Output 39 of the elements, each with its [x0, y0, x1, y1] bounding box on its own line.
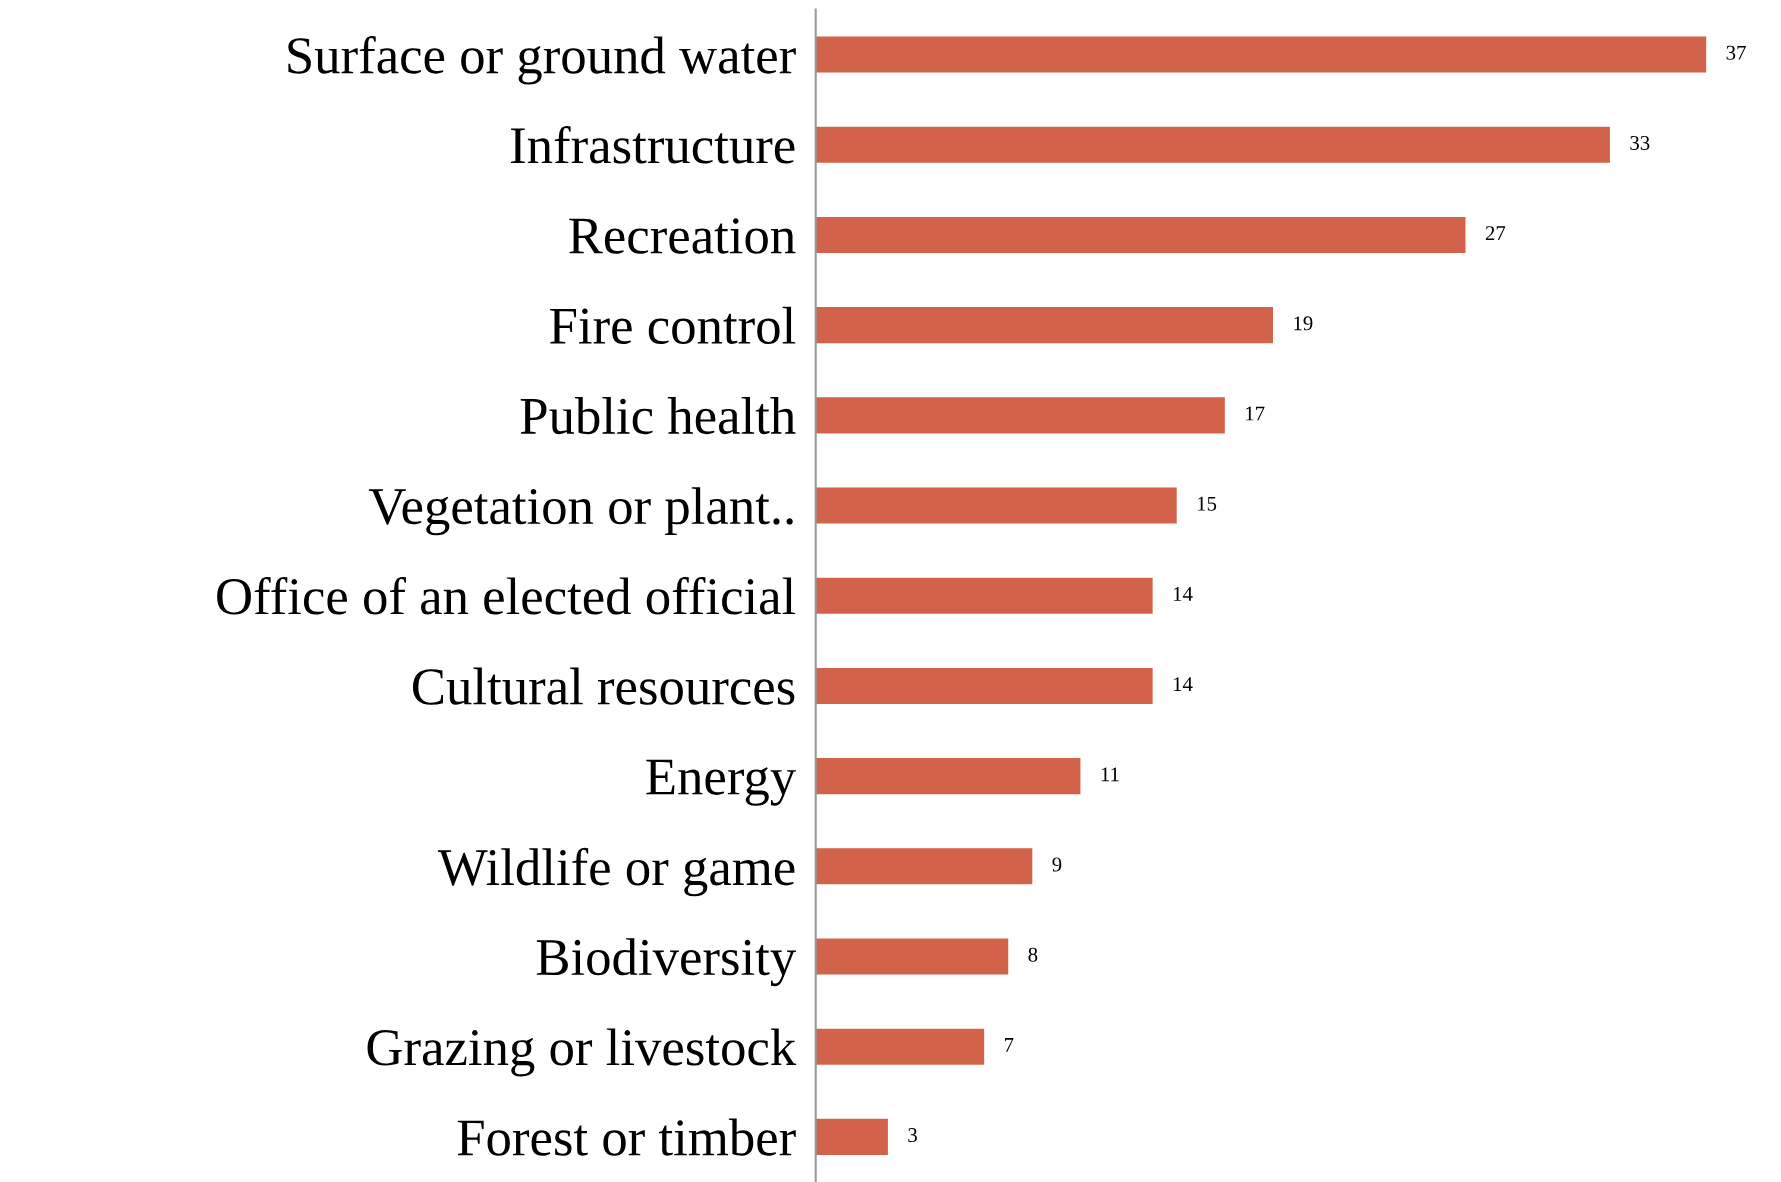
- y-tick-label: Public health: [520, 397, 796, 435]
- data-label: 9: [1052, 857, 1062, 872]
- data-label: 27: [1485, 226, 1506, 240]
- y-tick-label: Grazing or livestock: [367, 1028, 797, 1077]
- data-label: 3: [908, 1128, 917, 1143]
- data-label: 14: [1173, 677, 1193, 691]
- y-tick-label: Recreation: [569, 218, 796, 254]
- y-tick-label: Vegetation or plant..: [368, 487, 793, 536]
- bar: [815, 307, 1273, 344]
- bar: [815, 36, 1707, 73]
- bar: [815, 1118, 888, 1155]
- y-tick-label: Fire control: [550, 306, 796, 344]
- y-tick-label: Surface or ground water: [288, 35, 796, 85]
- bar: [815, 758, 1081, 795]
- bar: [815, 577, 1153, 614]
- data-label: 14: [1173, 586, 1193, 601]
- bar: [815, 126, 1610, 163]
- y-tick-label: Forest or timber: [457, 1118, 796, 1156]
- y-tick-label: Energy: [646, 759, 797, 806]
- data-label: 11: [1101, 767, 1119, 782]
- y-tick-label: Cultural resources: [412, 667, 795, 705]
- y-tick-label: Biodiversity: [536, 938, 797, 987]
- y-tick-label: Infrastructure: [510, 125, 795, 164]
- bar: [815, 667, 1153, 704]
- bar: [815, 487, 1177, 524]
- bar: [815, 397, 1225, 434]
- data-label: 17: [1246, 406, 1265, 421]
- data-label: 37: [1726, 45, 1746, 60]
- data-label: 15: [1197, 496, 1217, 511]
- data-label: 7: [1004, 1038, 1014, 1052]
- y-tick-label: Office of an elected official: [217, 576, 796, 615]
- data-label: 19: [1294, 316, 1313, 331]
- y-tick-label: Wildlife or game: [437, 847, 795, 897]
- bar: [815, 938, 1009, 975]
- bar: [815, 1028, 985, 1065]
- bar: [815, 216, 1466, 253]
- data-label: 8: [1028, 947, 1038, 962]
- bar: [815, 848, 1033, 885]
- data-label: 33: [1630, 135, 1650, 150]
